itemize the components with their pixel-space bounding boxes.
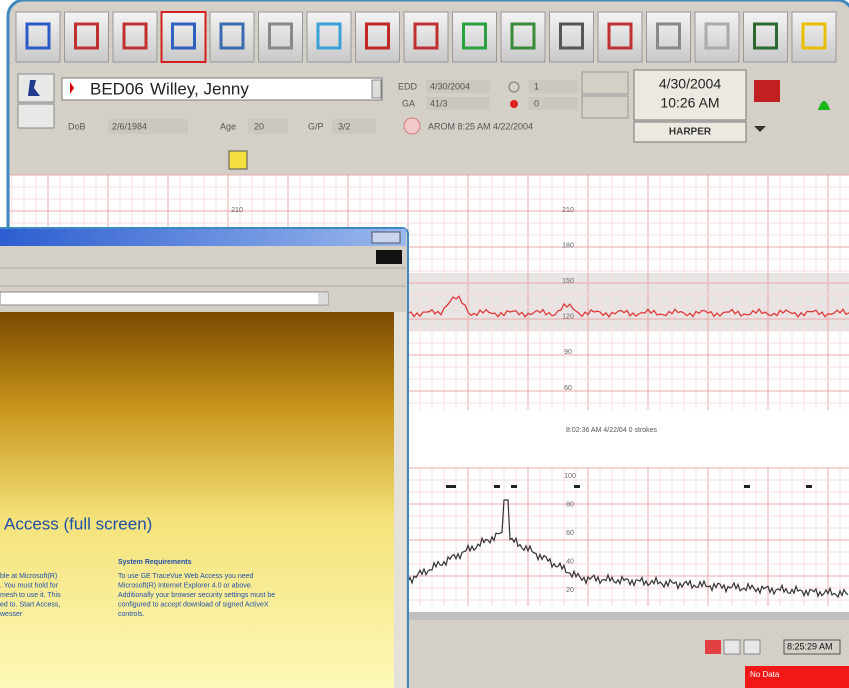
toolbar-button[interactable] — [307, 12, 351, 62]
address-bar[interactable] — [0, 292, 328, 305]
toolbar-button[interactable] — [744, 12, 788, 62]
patient-button[interactable] — [18, 74, 54, 102]
annotation: 8:02:36 AM 4/22/04 0 strokes — [566, 427, 658, 434]
movement-mark — [494, 485, 500, 488]
left-text: ble at Microsoft(R) — [0, 573, 57, 580]
fhr-scale-label: 150 — [562, 278, 574, 285]
toolbar — [16, 12, 836, 62]
left-text: wesser — [0, 611, 23, 618]
movement-mark — [744, 485, 750, 488]
left-text: mesh to use it. This — [0, 592, 61, 599]
ga: 41/3 — [430, 98, 448, 108]
req-text: To use GE TraceVue Web Access you need — [118, 573, 254, 580]
toolbar-button[interactable] — [792, 12, 836, 62]
event: AROM 8:25 AM 4/22/2004 — [428, 121, 533, 131]
ua-scale-label: 20 — [566, 587, 574, 594]
toolbar-button[interactable] — [65, 12, 109, 62]
left-text: ed to. Start Access, — [0, 601, 60, 608]
status-button[interactable] — [705, 640, 721, 654]
toolbar-button[interactable] — [162, 12, 206, 62]
strip-icon[interactable] — [229, 151, 247, 169]
movement-mark — [511, 485, 517, 488]
req-text: Additionally your browser security setti… — [118, 592, 275, 599]
ga-label: GA — [402, 98, 415, 108]
ua-scale-label: 60 — [566, 530, 574, 537]
date: 4/30/2004 — [659, 76, 721, 92]
edd-label: EDD — [398, 81, 418, 91]
ua-scale-label: 100 — [564, 473, 576, 480]
fhr-scale-label: 90 — [564, 349, 572, 356]
gp: 3/2 — [338, 121, 351, 131]
fhr-scale-label: 210 — [231, 207, 243, 214]
throbber — [376, 250, 402, 264]
toolbar-button[interactable] — [404, 12, 448, 62]
toolbar-button[interactable] — [647, 12, 691, 62]
fhr-scale-label: 180 — [562, 242, 574, 249]
fhr-scale-label: 120 — [562, 314, 574, 321]
age-label: Age — [220, 121, 236, 131]
fhr-scale-label: 60 — [564, 385, 572, 392]
status-button[interactable] — [724, 640, 740, 654]
heading[interactable]: Access (full screen) — [4, 514, 152, 533]
scrollbar[interactable] — [394, 312, 406, 688]
toolbar-button[interactable] — [550, 12, 594, 62]
dob-label: DoB — [68, 121, 86, 131]
strip-bar — [10, 146, 849, 174]
toolbar-button[interactable] — [259, 12, 303, 62]
gp-label: G/P — [308, 121, 324, 131]
req-text: configured to accept download of signed … — [118, 601, 269, 608]
status-state: No Data — [750, 670, 780, 679]
req-text: controls. — [118, 611, 145, 618]
time: 10:26 AM — [660, 95, 719, 111]
age: 20 — [254, 121, 264, 131]
req-text: Microsoft(R) Internet Explorer 4.0 or ab… — [118, 582, 253, 589]
patient-button-2[interactable] — [18, 104, 54, 128]
movement-mark — [806, 485, 812, 488]
status-time: 8:25:29 AM — [787, 641, 833, 651]
toolbar-button[interactable] — [16, 12, 60, 62]
browser-window: Access (full screen) ble at Microsoft(R)… — [0, 228, 408, 688]
flag-1: 1 — [534, 81, 539, 91]
toolbar-button[interactable] — [113, 12, 157, 62]
ua-scale-label: 80 — [566, 501, 574, 508]
screen: BED06 Willey, Jenny EDD 4/30/2004 GA 41/… — [0, 0, 849, 688]
movement-mark — [446, 485, 456, 488]
fhr-scale-label: 210 — [562, 207, 574, 214]
user: HARPER — [669, 127, 712, 138]
toolbar-button[interactable] — [210, 12, 254, 62]
edd: 4/30/2004 — [430, 81, 470, 91]
toolbar-button[interactable] — [695, 12, 739, 62]
dob: 2/6/1984 — [112, 121, 147, 131]
bed: BED06 — [90, 79, 144, 98]
flag-2: 0 — [534, 98, 539, 108]
ua-scale-label: 40 — [566, 558, 574, 565]
page-content — [0, 312, 394, 688]
req-title: System Requirements — [118, 559, 192, 566]
left-text: . You must hold for — [0, 582, 59, 589]
patient-name: Willey, Jenny — [150, 79, 249, 98]
toolbar-button[interactable] — [356, 12, 400, 62]
alarm-icon[interactable] — [754, 80, 780, 102]
toolbar-button[interactable] — [598, 12, 642, 62]
toolbar-button[interactable] — [453, 12, 497, 62]
movement-mark — [574, 485, 580, 488]
status-button[interactable] — [744, 640, 760, 654]
toolbar-button[interactable] — [501, 12, 545, 62]
